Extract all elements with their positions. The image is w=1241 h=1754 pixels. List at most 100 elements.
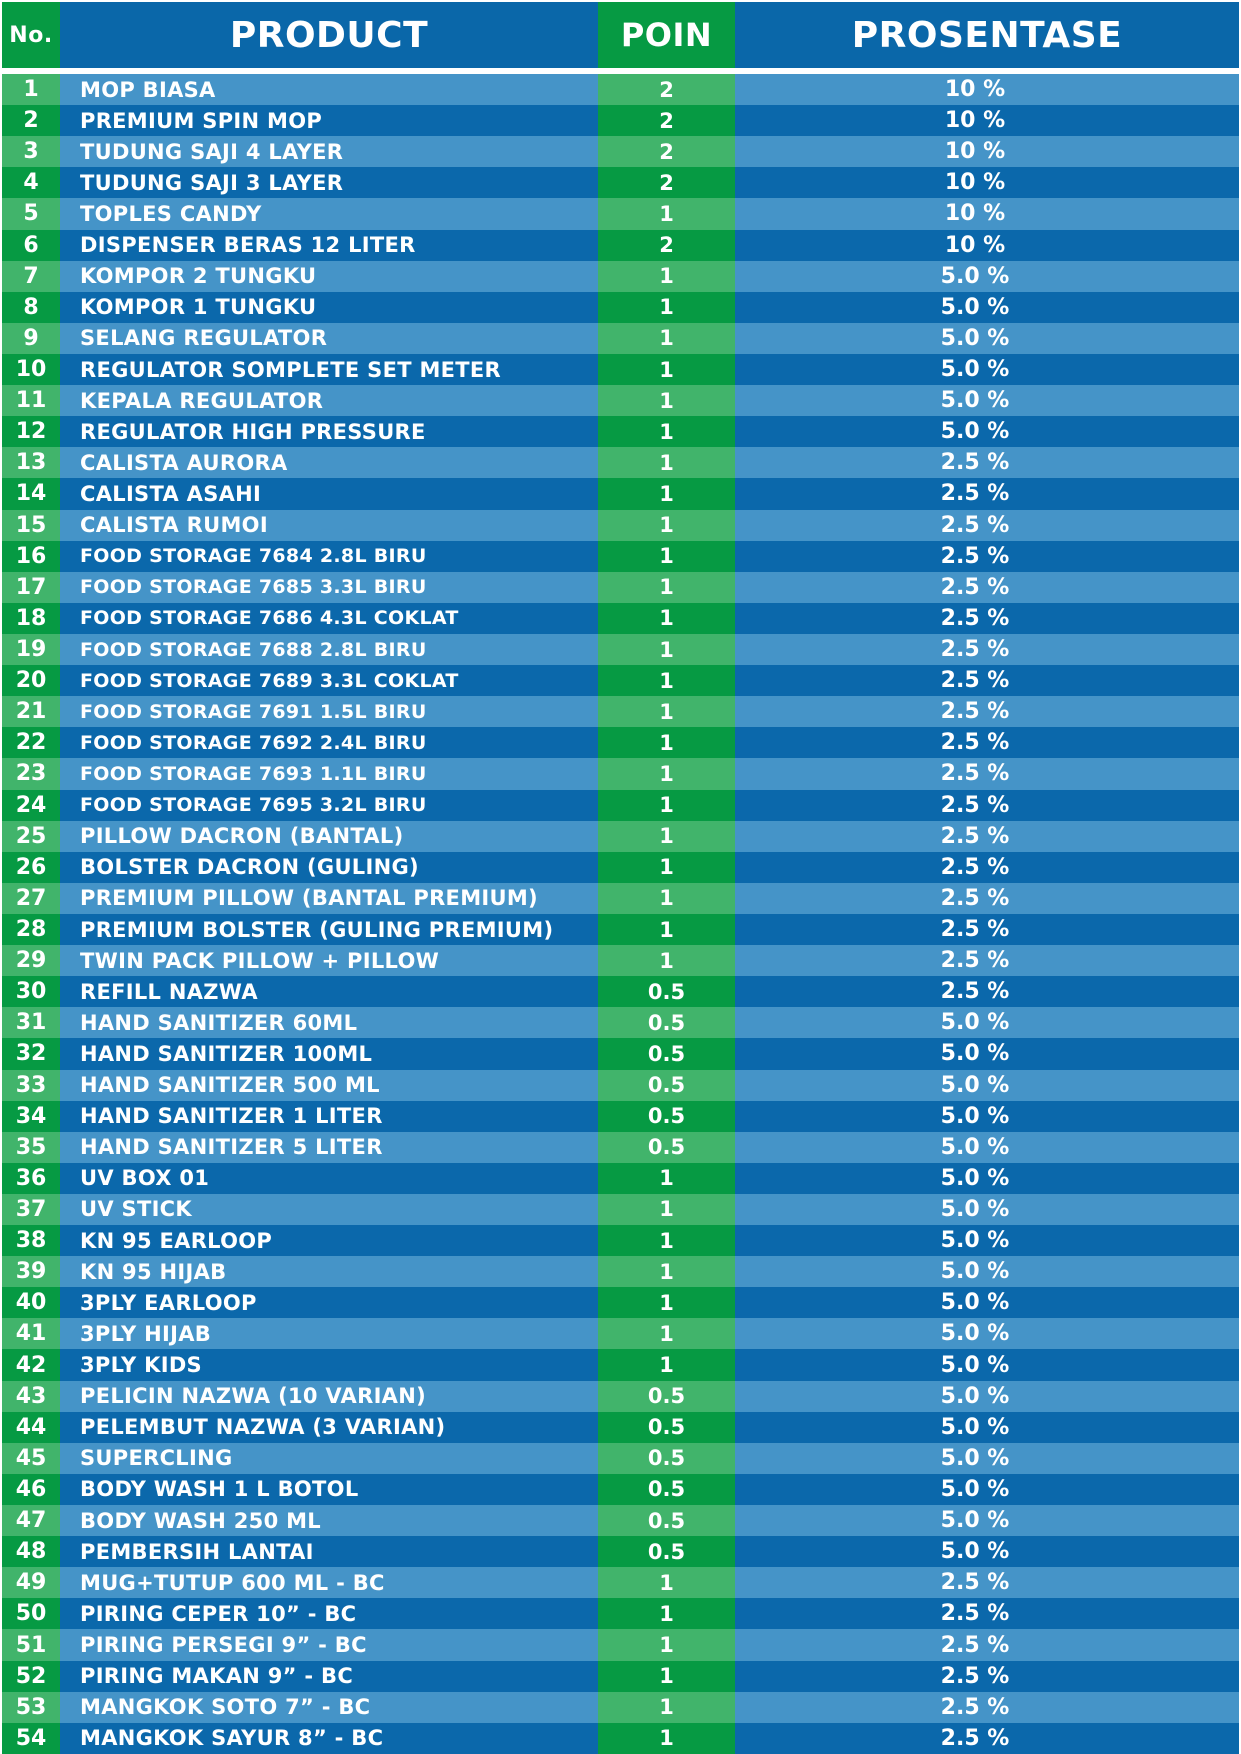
row-product: 3PLY EARLOOP xyxy=(80,1290,257,1315)
row-product: HAND SANITIZER 500 ML xyxy=(80,1073,380,1098)
table-row: 30 REFILL NAZWA 0.5 2.5 % xyxy=(2,976,1239,1008)
row-number: 46 xyxy=(2,1473,60,1506)
table-row: 26 BOLSTER DACRON (GULING) 1 2.5 % xyxy=(2,851,1239,883)
row-poin: 1 xyxy=(598,478,735,510)
table-row: 31 HAND SANITIZER 60ML 0.5 5.0 % xyxy=(2,1007,1239,1039)
row-prosentase: 2.5 % xyxy=(940,823,1010,849)
row-prosentase: 2.5 % xyxy=(940,481,1010,507)
row-number: 13 xyxy=(2,447,60,479)
row-poin: 1 xyxy=(598,789,735,821)
table-row: 17 FOOD STORAGE 7685 3.3L BIRU 1 2.5 % xyxy=(2,571,1239,603)
row-number: 21 xyxy=(2,696,60,728)
table-row: 20 FOOD STORAGE 7689 3.3L COKLAT 1 2.5 % xyxy=(2,665,1239,697)
table-row: 35 HAND SANITIZER 5 LITER 0.5 5.0 % xyxy=(2,1131,1239,1163)
table-row: 32 HAND SANITIZER 100ML 0.5 5.0 % xyxy=(2,1038,1239,1070)
row-prosentase: 2.5 % xyxy=(940,948,1010,974)
row-product: KOMPOR 2 TUNGKU xyxy=(80,264,317,289)
row-number: 42 xyxy=(2,1349,60,1381)
row-poin: 1 xyxy=(598,385,735,417)
row-prosentase: 2.5 % xyxy=(940,885,1010,911)
row-product: BODY WASH 1 L BOTOL xyxy=(80,1477,359,1502)
row-prosentase: 5.0 % xyxy=(940,357,1010,383)
row-number: 23 xyxy=(2,758,60,790)
row-product: KN 95 HIJAB xyxy=(80,1259,227,1284)
row-poin: 1 xyxy=(598,727,735,759)
row-prosentase: 2.5 % xyxy=(940,605,1010,631)
row-number: 47 xyxy=(2,1505,60,1537)
row-number: 26 xyxy=(2,851,60,883)
row-prosentase: 5.0 % xyxy=(940,388,1010,414)
row-prosentase: 2.5 % xyxy=(940,1601,1010,1627)
row-prosentase: 5.0 % xyxy=(940,1290,1010,1316)
table-row: 36 UV BOX 01 1 5.0 % xyxy=(2,1162,1239,1194)
row-product: FOOD STORAGE 7691 1.5L BIRU xyxy=(80,700,427,723)
row-poin: 1 xyxy=(598,1567,735,1599)
table-row: 12 REGULATOR HIGH PRESSURE 1 5.0 % xyxy=(2,416,1239,448)
row-poin: 1 xyxy=(598,1162,735,1194)
table-row: 15 CALISTA RUMOI 1 2.5 % xyxy=(2,509,1239,541)
row-product: BODY WASH 250 ML xyxy=(80,1508,321,1533)
row-poin: 1 xyxy=(598,1287,735,1319)
table-row: 43 PELICIN NAZWA (10 VARIAN) 0.5 5.0 % xyxy=(2,1380,1239,1412)
table-row: 2 PREMIUM SPIN MOP 2 10 % xyxy=(2,105,1239,137)
row-number: 2 xyxy=(2,105,60,137)
row-product: REFILL NAZWA xyxy=(80,979,258,1004)
row-product: BOLSTER DACRON (GULING) xyxy=(80,855,419,880)
row-prosentase: 5.0 % xyxy=(940,419,1010,445)
row-product: TWIN PACK PILLOW + PILLOW xyxy=(80,948,440,973)
row-prosentase: 5.0 % xyxy=(940,1539,1010,1565)
table-row: 6 DISPENSER BERAS 12 LITER 2 10 % xyxy=(2,229,1239,261)
row-number: 36 xyxy=(2,1162,60,1194)
row-prosentase: 5.0 % xyxy=(940,1228,1010,1254)
table-row: 16 FOOD STORAGE 7684 2.8L BIRU 1 2.5 % xyxy=(2,540,1239,572)
row-number: 25 xyxy=(2,820,60,852)
row-prosentase: 2.5 % xyxy=(940,450,1010,476)
table-row: 8 KOMPOR 1 TUNGKU 1 5.0 % xyxy=(2,291,1239,323)
row-poin: 1 xyxy=(598,851,735,883)
row-number: 30 xyxy=(2,976,60,1008)
row-poin: 0.5 xyxy=(598,1536,735,1568)
row-product: HAND SANITIZER 1 LITER xyxy=(80,1104,383,1129)
table-row: 42 3PLY KIDS 1 5.0 % xyxy=(2,1349,1239,1381)
row-product: REGULATOR SOMPLETE SET METER xyxy=(80,357,502,382)
row-poin: 1 xyxy=(598,820,735,852)
row-poin: 1 xyxy=(598,1660,735,1692)
row-product: PILLOW DACRON (BANTAL) xyxy=(80,824,404,849)
row-number: 45 xyxy=(2,1442,60,1474)
row-product: TUDUNG SAJI 4 LAYER xyxy=(80,139,344,164)
row-product: SUPERCLING xyxy=(80,1446,233,1471)
row-product: TUDUNG SAJI 3 LAYER xyxy=(80,170,344,195)
row-number: 24 xyxy=(2,789,60,821)
row-prosentase: 2.5 % xyxy=(940,917,1010,942)
table-row: 21 FOOD STORAGE 7691 1.5L BIRU 1 2.5 % xyxy=(2,696,1239,728)
row-number: 32 xyxy=(2,1038,60,1070)
row-number: 33 xyxy=(2,1069,60,1101)
row-product: PELEMBUT NAZWA (3 VARIAN) xyxy=(80,1415,446,1440)
row-number: 41 xyxy=(2,1318,60,1350)
table-row: 34 HAND SANITIZER 1 LITER 0.5 5.0 % xyxy=(2,1100,1239,1132)
row-poin: 1 xyxy=(598,322,735,354)
row-poin: 2 xyxy=(598,167,735,199)
row-number: 17 xyxy=(2,571,60,603)
row-number: 7 xyxy=(2,260,60,292)
table-row: 29 TWIN PACK PILLOW + PILLOW 1 2.5 % xyxy=(2,945,1239,977)
row-number: 6 xyxy=(2,229,60,261)
row-prosentase: 5.0 % xyxy=(940,263,1010,289)
table-row: 48 PEMBERSIH LANTAI 0.5 5.0 % xyxy=(2,1536,1239,1568)
row-product: MOP BIASA xyxy=(80,77,216,102)
row-number: 22 xyxy=(2,727,60,759)
row-poin: 1 xyxy=(598,602,735,634)
row-prosentase: 5.0 % xyxy=(940,1041,1010,1067)
table-row: 41 3PLY HIJAB 1 5.0 % xyxy=(2,1318,1239,1350)
row-number: 15 xyxy=(2,509,60,541)
row-number: 48 xyxy=(2,1536,60,1568)
table-row: 51 PIRING PERSEGI 9” - BC 1 2.5 % xyxy=(2,1629,1239,1661)
row-number: 38 xyxy=(2,1225,60,1257)
row-prosentase: 5.0 % xyxy=(940,1383,1010,1409)
row-poin: 1 xyxy=(598,665,735,697)
row-product: 3PLY KIDS xyxy=(80,1353,202,1378)
row-prosentase: 5.0 % xyxy=(940,294,1010,320)
row-poin: 1 xyxy=(598,1691,735,1723)
row-number: 19 xyxy=(2,633,60,666)
row-number: 51 xyxy=(2,1629,60,1661)
